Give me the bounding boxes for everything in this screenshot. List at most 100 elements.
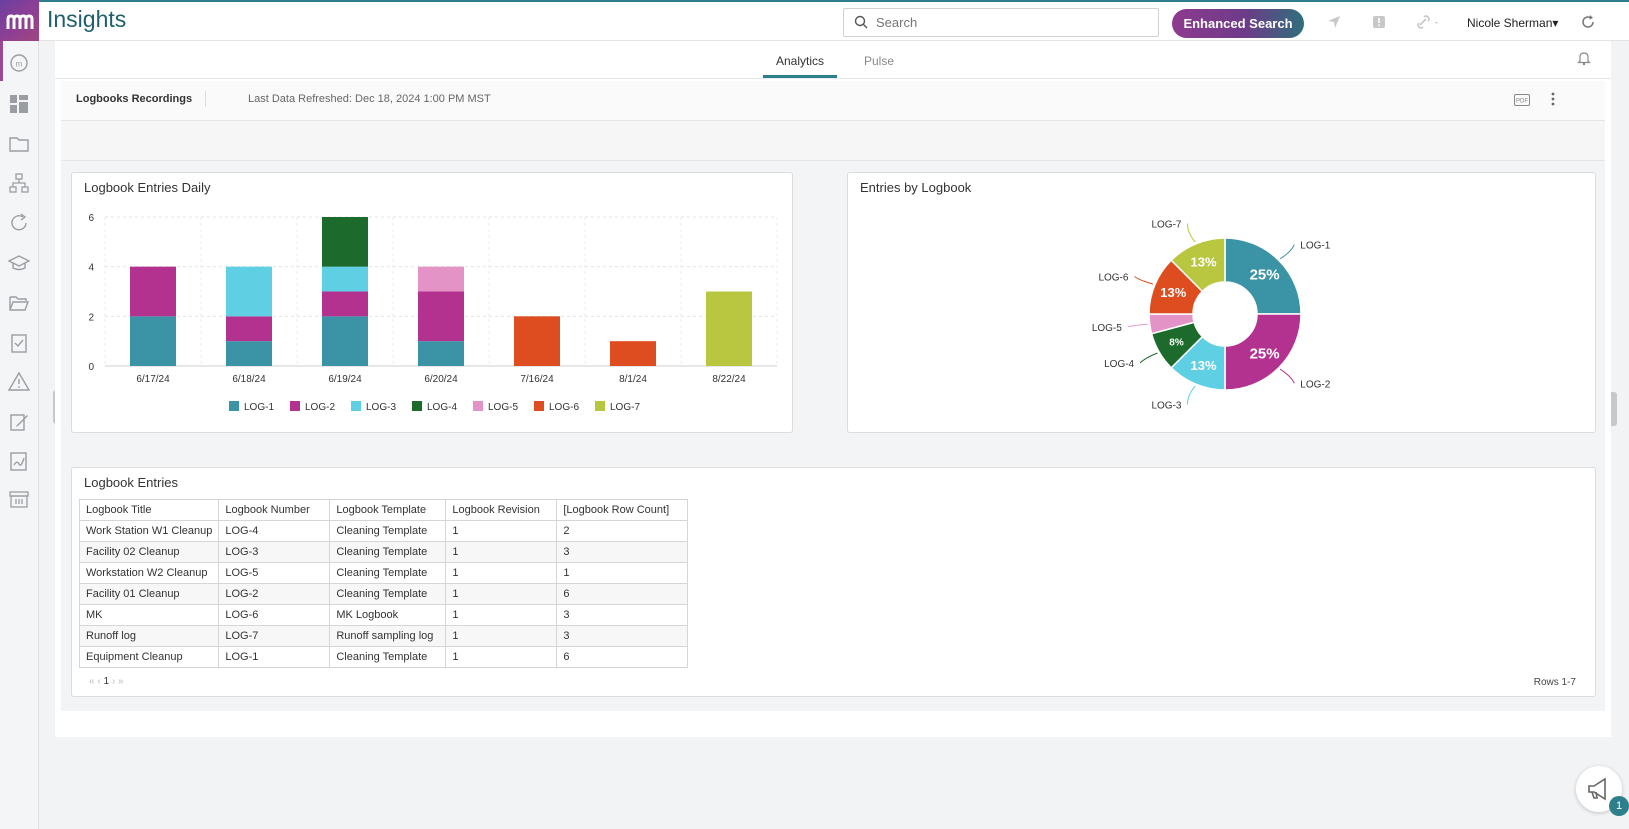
logbook-entries-table: Logbook Title Logbook Number Logbook Tem… [78,499,689,668]
bar-segment-log-1[interactable] [322,316,368,366]
table-cell: 1 [445,520,558,542]
bar-segment-log-2[interactable] [418,291,464,342]
pie-chart-panel: Entries by Logbook 25% LOG-1 25% LOG-2 13% LO… [847,172,1596,433]
open-folder-icon[interactable] [8,292,30,314]
archive-icon[interactable] [8,488,30,510]
table-panel: Logbook Entries Logbook Title Logbook Nu… [71,467,1596,697]
slice-percent-label: 25% [1250,346,1280,363]
link-icon[interactable] [1416,14,1442,35]
prev-page-button[interactable]: ‹ [97,676,101,687]
header-divider [205,91,206,107]
bar-segment-log-6[interactable] [610,341,656,366]
top-bar: Insights Enhanced Search Nicole Sherman▾ [0,0,1629,43]
bar-segment-log-4[interactable] [322,217,368,267]
pie-slice-log-7[interactable] [1170,237,1226,293]
pagination: « ‹ 1 › » [89,676,124,687]
tab-bar: Analytics Pulse [55,41,1611,79]
legend-item-log-2[interactable]: LOG-2 [290,401,335,413]
bar-segment-log-1[interactable] [130,316,176,366]
table-cell: LOG-3 [218,541,331,563]
table-cell: 6 [556,583,689,605]
table-row[interactable]: Work Station W1 Cleanup LOG-4 Cleaning Tem… [78,520,689,542]
last-refreshed-text: Last Data Refreshed: Dec 18, 2024 1:00 P… [248,93,491,105]
table-row[interactable]: MK LOG-6 MK Logbook 1 3 [78,604,689,626]
pie-slice-log-2[interactable] [1224,313,1302,391]
table-title: Logbook Entries [84,475,178,490]
table-cell: 1 [445,604,558,626]
bar-segment-log-6[interactable] [514,316,560,366]
bar-segment-log-1[interactable] [418,341,464,366]
column-header[interactable]: [Logbook Row Count] [556,499,689,521]
column-header[interactable]: Logbook Title [78,499,220,521]
table-row[interactable]: Workstation W2 Cleanup LOG-5 Cleaning Temp… [78,562,689,584]
bar-segment-log-2[interactable] [322,291,368,317]
signed-document-icon[interactable] [8,450,30,472]
chevron-down-icon: ▾ [1552,16,1559,30]
bar-segment-log-7[interactable] [706,291,752,367]
y-tick-label: 0 [88,362,94,373]
pdf-export-icon[interactable]: PDF [1514,93,1530,111]
slice-name-label: LOG-1 [1300,241,1330,252]
navigation-arrow-icon[interactable] [1326,14,1342,35]
next-page-button[interactable]: › [111,676,116,687]
bar-segment-log-5[interactable] [418,266,464,292]
legend-item-log-4[interactable]: LOG-4 [412,401,457,413]
dashboard-header [61,81,1605,121]
app-logo[interactable] [0,0,39,43]
legend-swatch [473,401,483,411]
user-name: Nicole Sherman [1467,16,1553,30]
legend-swatch [229,401,239,411]
leader-line [1127,323,1148,328]
leader-line [1186,385,1196,405]
tab-analytics[interactable]: Analytics [776,54,825,68]
pie-slice-log-1[interactable] [1224,237,1302,315]
legend-label: LOG-1 [244,402,274,413]
checklist-icon[interactable] [8,332,30,354]
sync-icon[interactable] [8,212,30,234]
alert-icon[interactable] [1371,14,1387,35]
bar-segment-log-3[interactable] [322,266,368,292]
refresh-icon[interactable] [1580,14,1596,35]
svg-text:PDF: PDF [1516,99,1528,105]
legend-item-log-3[interactable]: LOG-3 [351,401,396,413]
home-icon[interactable]: m [8,52,30,74]
user-menu[interactable]: Nicole Sherman▾ [1467,16,1558,30]
table-cell: LOG-6 [218,604,331,626]
legend-item-log-6[interactable]: LOG-6 [534,401,579,413]
announcements-button[interactable] [1576,766,1622,812]
training-icon[interactable] [7,252,31,274]
search-input[interactable] [874,14,1134,31]
enhanced-search-button[interactable]: Enhanced Search [1172,9,1304,38]
warning-icon[interactable] [7,371,31,393]
legend-item-log-5[interactable]: LOG-5 [473,401,518,413]
bar-segment-log-2[interactable] [130,266,176,317]
bell-icon[interactable] [1577,50,1591,71]
last-page-button[interactable]: » [117,676,124,687]
table-row[interactable]: Runoff log LOG-7 Runoff sampling log 1 3 [78,625,689,647]
table-row[interactable]: Facility 01 Cleanup LOG-2 Cleaning Templat… [78,583,689,605]
table-row[interactable]: Facility 02 Cleanup LOG-3 Cleaning Templat… [78,541,689,563]
dashboard-title: Logbooks Recordings [76,93,193,105]
column-header[interactable]: Logbook Revision [445,499,558,521]
legend-item-log-1[interactable]: LOG-1 [229,401,274,413]
first-page-button[interactable]: « [89,676,95,687]
hierarchy-icon[interactable] [8,172,30,194]
bar-segment-log-3[interactable] [226,266,272,317]
tab-pulse[interactable]: Pulse [864,54,895,68]
edit-document-icon[interactable] [8,411,30,433]
column-header[interactable]: Logbook Number [218,499,331,521]
legend-item-log-7[interactable]: LOG-7 [595,401,640,413]
search-box[interactable] [843,8,1159,37]
dashboard-icon[interactable] [8,93,30,115]
current-page[interactable]: 1 [103,676,110,687]
more-options-icon[interactable] [1550,91,1556,112]
folder-icon[interactable] [8,133,30,155]
table-cell: LOG-1 [218,646,331,668]
legend-swatch [534,401,544,411]
leader-line [1134,276,1154,285]
slice-name-label: LOG-5 [1092,323,1122,334]
table-row[interactable]: Equipment Cleanup LOG-1 Cleaning Template 1… [78,646,689,668]
bar-segment-log-2[interactable] [226,316,272,342]
bar-segment-log-1[interactable] [226,341,272,366]
column-header[interactable]: Logbook Template [329,499,447,521]
